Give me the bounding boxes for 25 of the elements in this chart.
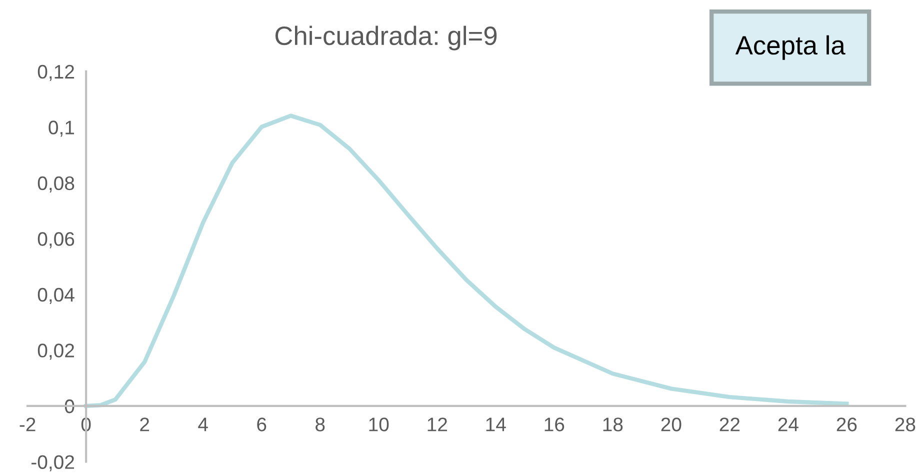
y-tick-label: 0,08 [38,176,74,192]
y-tick-label: 0,1 [48,120,74,137]
x-tick-label: 28 [895,418,916,432]
x-tick-label: 26 [836,418,857,432]
y-tick-label: 0,12 [38,64,74,81]
x-tick-label: 18 [603,418,623,432]
x-tick-label: 22 [720,418,740,432]
x-tick-label: 20 [661,418,682,432]
y-tick-label: 0,04 [38,288,74,304]
x-tick-label: 24 [778,418,798,432]
chart-title: Chi-cuadrada: gl=9 [275,26,497,50]
x-tick-label: 10 [369,418,389,432]
y-tick-label: 0,02 [38,344,74,360]
line-series [84,114,849,408]
x-tick-label: 14 [486,418,506,432]
x-tick-label: 12 [428,418,447,432]
x-tick-label: -2 [20,418,36,432]
y-tick-label: 0,06 [38,232,74,248]
y-tick-label: -0,02 [32,455,74,472]
x-tick-label: 4 [198,418,208,432]
x-tick-label: 16 [544,418,564,432]
x-tick-label: 8 [316,418,325,432]
x-tick-label: 6 [257,418,266,432]
x-tick-label: 2 [140,418,150,432]
text: Acepta la [735,35,846,60]
